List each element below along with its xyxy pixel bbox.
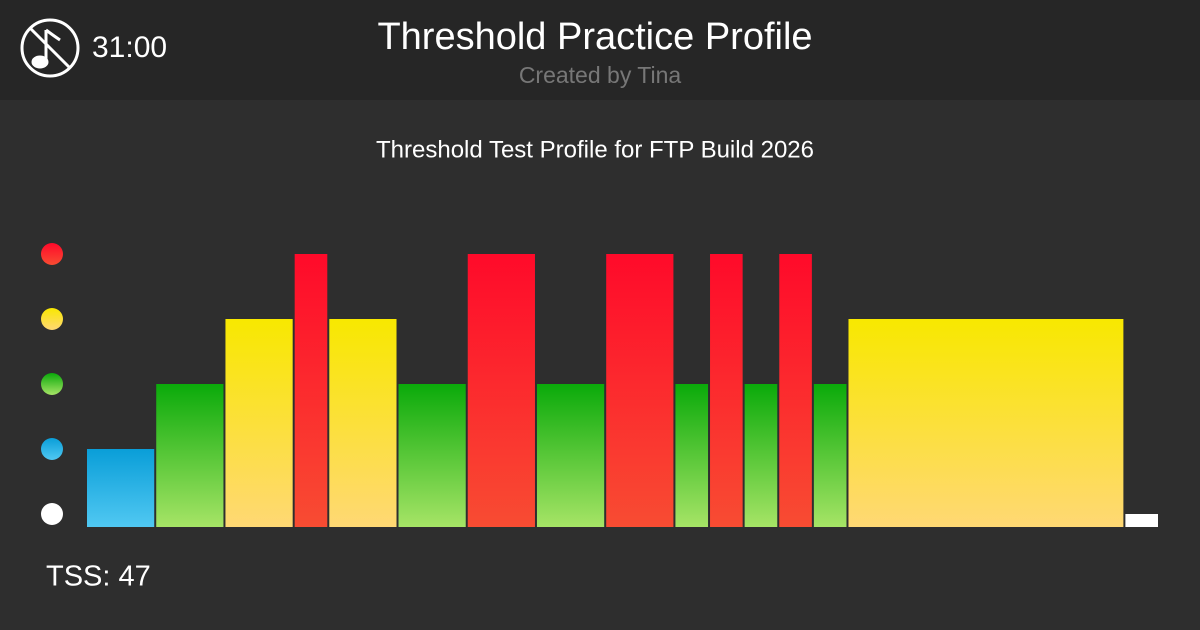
tss: TSS: 47	[46, 561, 151, 593]
zone-dot	[41, 438, 63, 460]
workout-segment	[813, 384, 847, 527]
workout-segment	[398, 384, 466, 527]
zone-dot	[41, 373, 63, 395]
workout-segment	[329, 319, 397, 527]
workout-segment	[710, 254, 743, 527]
workout-segment	[848, 319, 1124, 527]
page-title: Threshold Practice Profile	[377, 16, 812, 58]
workout-segment	[744, 384, 778, 527]
workout-segment	[536, 384, 605, 527]
page-subtitle: Created by Tina	[519, 62, 682, 88]
workout-segment	[1125, 514, 1158, 527]
workout-segment	[467, 254, 535, 527]
workout-time: 31:00	[92, 31, 167, 64]
workout-segment	[779, 254, 812, 527]
zone-dot	[41, 503, 63, 525]
workout-segment	[606, 254, 674, 527]
workout-segment	[294, 254, 328, 527]
chart-title: Threshold Test Profile for FTP Build 202…	[376, 136, 814, 163]
zone-dot	[41, 243, 63, 265]
workout-segment	[675, 384, 709, 527]
mute-icon[interactable]	[20, 18, 80, 78]
workout-segment	[225, 319, 293, 527]
workout-segment	[87, 449, 155, 527]
header-bar	[0, 0, 1200, 100]
workout-segment	[156, 384, 224, 527]
zone-dot	[41, 308, 63, 330]
